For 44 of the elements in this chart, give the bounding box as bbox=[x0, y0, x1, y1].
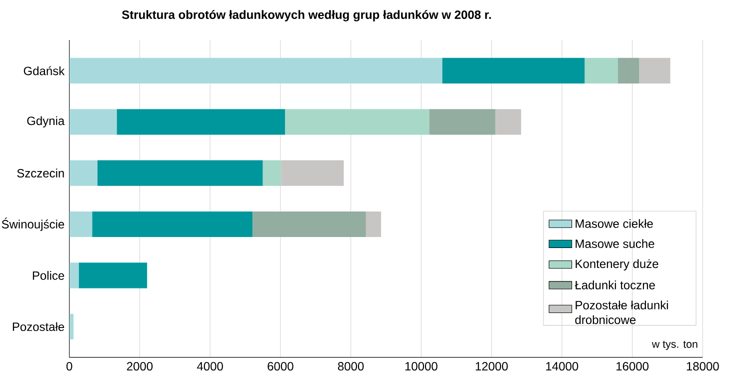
bar bbox=[116, 109, 286, 135]
x-tick-label: 2000 bbox=[126, 362, 153, 371]
x-tick-label: 4000 bbox=[197, 362, 223, 371]
bar bbox=[285, 109, 430, 135]
bar bbox=[69, 160, 98, 186]
x-tick-label: 12000 bbox=[476, 362, 508, 371]
bar bbox=[69, 314, 74, 340]
bar bbox=[97, 160, 263, 186]
bar bbox=[262, 160, 282, 186]
bar bbox=[618, 58, 640, 84]
y-tick-label: Pozostałe bbox=[12, 322, 64, 332]
y-tick-label: Świnoujście bbox=[2, 218, 64, 232]
bar bbox=[69, 262, 79, 288]
bar bbox=[69, 212, 92, 238]
legend-label: Masowe ciekłe bbox=[576, 219, 653, 228]
bar bbox=[78, 262, 148, 288]
y-tick-label: Gdańsk bbox=[24, 66, 65, 76]
bar bbox=[281, 160, 344, 186]
x-tick-label: 8000 bbox=[338, 362, 364, 371]
y-tick-label: Police bbox=[32, 271, 64, 280]
bar bbox=[69, 109, 117, 135]
y-tick-label: Szczecin bbox=[17, 168, 64, 178]
legend-label: Kontenery duże bbox=[576, 259, 658, 271]
bar bbox=[495, 109, 522, 135]
bar bbox=[92, 212, 253, 238]
bar bbox=[366, 212, 382, 238]
bar bbox=[252, 212, 366, 238]
x-axis-title: w tys. ton bbox=[652, 341, 698, 350]
legend-label: Masowe suche bbox=[576, 239, 654, 248]
x-tick-label: 16000 bbox=[616, 362, 649, 371]
x-tick-label: 14000 bbox=[546, 362, 578, 371]
bar bbox=[442, 58, 585, 84]
bar bbox=[429, 109, 496, 135]
x-tick-label: 0 bbox=[66, 362, 72, 371]
bar bbox=[69, 58, 442, 84]
chart-title: Struktura obrotów ładunkowych według grup ładunków w 2008 r. bbox=[122, 10, 491, 22]
y-tick-label: Gdynia bbox=[27, 116, 65, 128]
bar bbox=[584, 58, 618, 84]
x-tick-label: 6000 bbox=[268, 362, 294, 371]
x-tick-label: 18000 bbox=[686, 362, 719, 371]
x-tick-label: 10000 bbox=[405, 362, 438, 371]
bar bbox=[639, 58, 670, 84]
legend-label: Ładunki toczne bbox=[574, 280, 655, 290]
legend-label: Pozostałe ładunki drobnicowe bbox=[575, 300, 668, 324]
